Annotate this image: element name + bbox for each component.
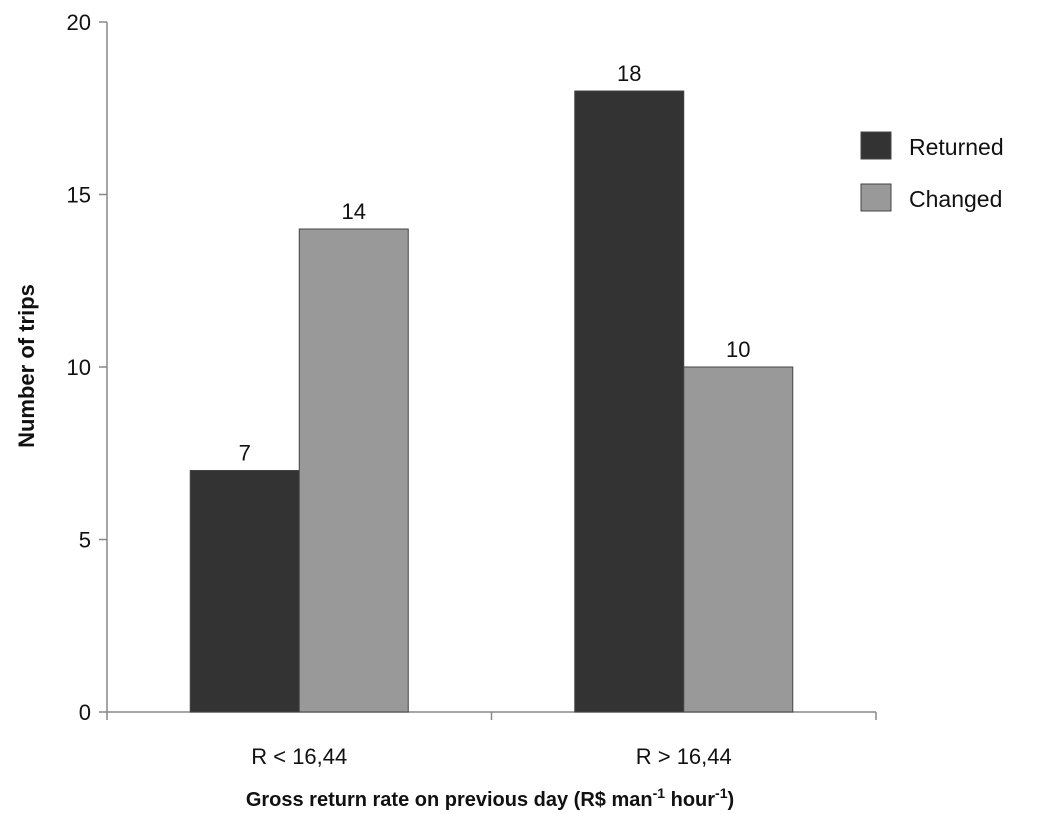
bar-returned [574, 90, 685, 713]
y-tick-label: 20 [67, 10, 91, 35]
x-tick-label: R > 16,44 [636, 744, 732, 769]
data-label: 18 [617, 61, 641, 86]
data-label: 7 [239, 441, 251, 466]
legend: Returned Changed [860, 131, 1004, 212]
y-axis-label: Number of trips [14, 284, 39, 448]
data-label: 14 [342, 199, 366, 224]
x-tick-label: R < 16,44 [251, 744, 347, 769]
data-label: 10 [726, 337, 750, 362]
y-tick-label: 0 [79, 700, 91, 725]
bar-returned [189, 470, 300, 713]
legend-swatch-returned [860, 131, 892, 160]
legend-label-returned: Returned [909, 134, 1004, 160]
bars [189, 90, 794, 713]
legend-swatch-changed [860, 183, 892, 212]
y-axis: 0 5 10 15 20 [67, 10, 108, 725]
x-axis: R < 16,44 R > 16,44 [106, 711, 877, 769]
y-tick-label: 10 [67, 355, 91, 380]
legend-label-changed: Changed [909, 186, 1002, 212]
y-tick-label: 15 [67, 183, 91, 208]
data-labels: 7 14 18 10 [239, 61, 751, 466]
x-axis-label: Gross return rate on previous day (R$ ma… [246, 785, 734, 811]
y-tick-label: 5 [79, 528, 91, 553]
bar-changed [683, 366, 794, 713]
bar-changed [298, 228, 409, 713]
